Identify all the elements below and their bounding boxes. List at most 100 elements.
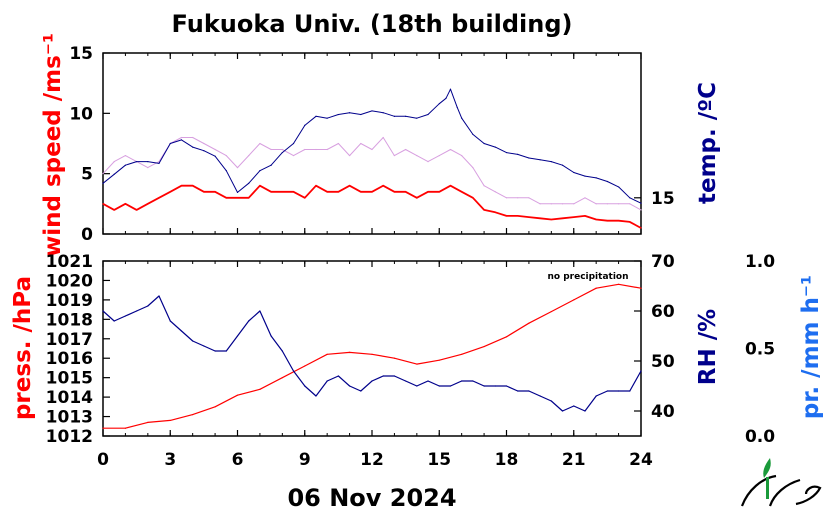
y-tick-label: 1019	[46, 291, 93, 311]
data-point	[528, 197, 530, 199]
data-point	[483, 142, 485, 145]
data-point	[304, 385, 306, 387]
data-point	[315, 148, 317, 151]
data-point	[595, 287, 597, 289]
y-tick-label: 1016	[46, 349, 93, 369]
data-point	[393, 115, 396, 117]
x-tick-label: 12	[360, 450, 384, 470]
data-point	[505, 385, 508, 387]
data-point	[192, 185, 194, 187]
data-point	[573, 405, 575, 407]
data-point	[236, 167, 239, 169]
data-point	[248, 320, 250, 322]
data-point	[472, 380, 474, 382]
data-point	[461, 117, 463, 119]
data-point	[617, 283, 620, 285]
data-point	[606, 180, 608, 183]
data-point	[158, 162, 160, 165]
y-tick-label: 0.5	[745, 340, 775, 360]
data-point	[214, 406, 216, 408]
data-point	[561, 217, 564, 219]
data-point	[505, 197, 508, 199]
data-point	[147, 203, 149, 205]
data-point	[158, 295, 160, 297]
top-x-ticks	[102, 53, 642, 234]
data-point	[281, 377, 283, 379]
data-point	[606, 390, 608, 392]
data-point	[180, 136, 183, 139]
data-point	[461, 380, 463, 382]
data-point	[617, 390, 620, 392]
data-point	[348, 154, 351, 157]
data-point	[225, 154, 227, 157]
logo	[740, 458, 822, 507]
data-point	[236, 335, 239, 337]
data-point	[629, 221, 631, 223]
data-point	[416, 363, 418, 365]
data-point	[147, 161, 149, 163]
wind-axis-ticks: 0 5 10 15	[69, 44, 110, 245]
data-point	[169, 142, 171, 145]
data-point	[573, 216, 575, 218]
data-point	[270, 191, 272, 193]
y-tick-label: 70	[651, 252, 675, 272]
data-point	[550, 310, 552, 313]
data-point	[472, 167, 474, 169]
data-point	[472, 197, 474, 199]
data-point	[136, 209, 138, 211]
y-tick-label: 1017	[46, 330, 93, 350]
data-point	[214, 148, 216, 151]
data-point	[348, 112, 351, 114]
data-point	[169, 320, 171, 322]
rh-axis-ticks: 40 50 60 70	[634, 252, 675, 422]
x-tick-label: 6	[232, 450, 244, 470]
data-point	[382, 112, 384, 114]
data-point	[438, 385, 440, 387]
y-tick-label: 1014	[46, 388, 93, 408]
data-point	[124, 427, 127, 429]
data-point	[371, 191, 373, 193]
data-point	[192, 136, 194, 139]
no-precipitation-note: no precipitation	[547, 272, 628, 282]
y-tick-label: 1020	[46, 271, 93, 291]
data-point	[124, 164, 127, 166]
data-point	[449, 88, 452, 90]
data-point	[326, 117, 328, 119]
data-point	[124, 154, 127, 157]
data-point	[427, 113, 429, 116]
data-point	[225, 197, 227, 199]
data-point	[517, 153, 519, 155]
data-point	[147, 421, 149, 423]
data-point	[483, 345, 485, 348]
data-point	[337, 375, 339, 377]
data-point	[113, 161, 115, 163]
rh-axis-label: RH /%	[695, 309, 721, 385]
data-point	[505, 215, 508, 217]
data-point	[102, 427, 104, 429]
data-point	[136, 310, 138, 312]
data-point	[595, 218, 597, 221]
data-point	[456, 106, 458, 108]
wind-axis-label: wind speed /ms⁻¹	[40, 33, 66, 257]
data-point	[528, 216, 530, 218]
data-point	[304, 197, 306, 199]
y-tick-label: 1018	[46, 310, 93, 330]
data-point	[438, 103, 440, 105]
data-point	[561, 410, 564, 412]
data-point	[606, 203, 608, 205]
pressure-axis-label: press. /hPa	[10, 276, 36, 420]
data-point	[371, 380, 373, 382]
data-point	[438, 154, 440, 157]
top-panel-frame	[102, 52, 642, 235]
data-point	[270, 335, 272, 337]
y-tick-label: 1021	[46, 252, 93, 272]
data-point	[214, 191, 216, 193]
y-tick-label: 10	[69, 104, 93, 124]
data-point	[360, 142, 362, 145]
data-point	[539, 203, 541, 205]
y-tick-label: 15	[69, 44, 93, 64]
data-point	[360, 390, 362, 392]
data-point	[528, 322, 530, 324]
data-point	[214, 350, 216, 352]
